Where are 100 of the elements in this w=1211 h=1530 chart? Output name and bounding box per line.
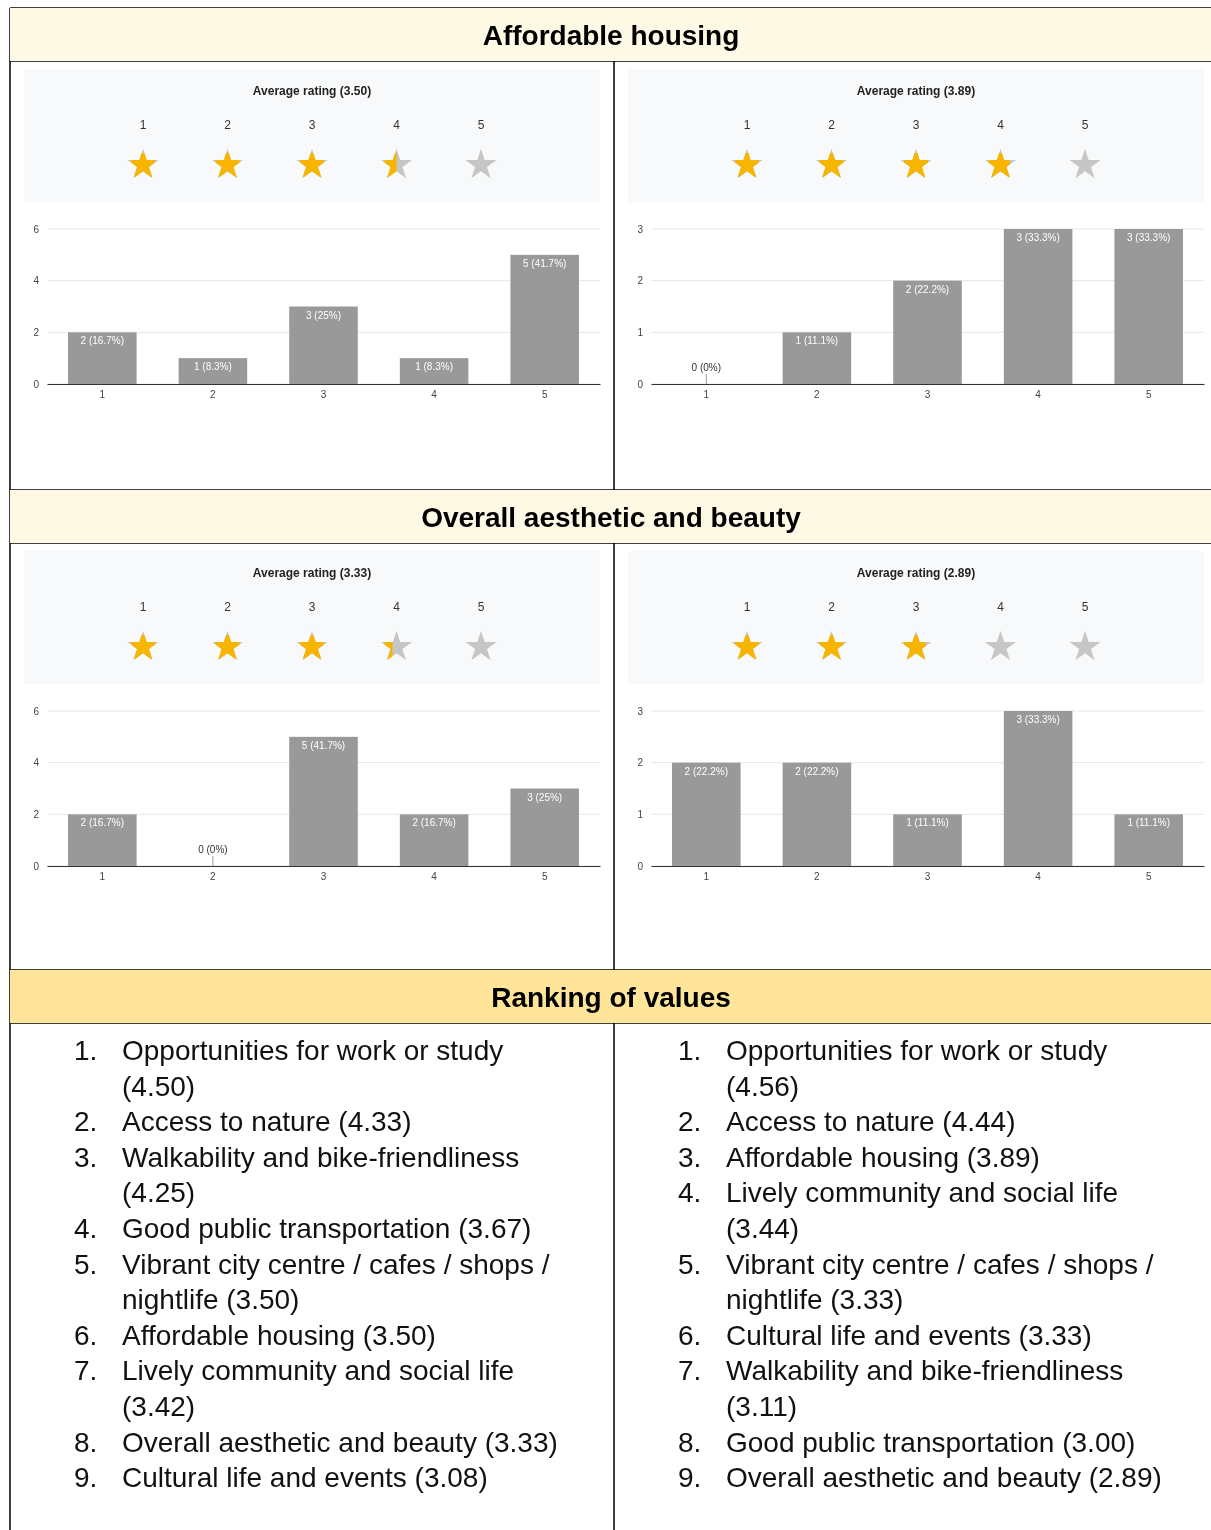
category-label: 4 — [997, 600, 1004, 614]
y-tick-label: 0 — [637, 860, 644, 872]
x-tick-label: 3 — [924, 389, 931, 401]
y-tick-label: 2 — [637, 275, 644, 287]
text: 3. Walkability and bike-friendliness (4.25) — [74, 1141, 520, 1209]
category-label: 5 — [477, 600, 485, 614]
bar — [1003, 711, 1073, 866]
category-label: 4 — [997, 118, 1004, 132]
x-tick-label: 2 — [210, 389, 217, 401]
y-tick-label: 4 — [33, 275, 40, 287]
category-label: 2 — [224, 118, 231, 132]
bar — [1003, 229, 1073, 384]
bar — [893, 280, 962, 384]
y-tick-label: 4 — [33, 757, 40, 769]
y-tick-label: 6 — [33, 705, 40, 717]
text: Ranking of values — [491, 982, 731, 1013]
text: 6. Affordable housing (3.50) — [74, 1319, 436, 1351]
bar — [672, 762, 741, 866]
y-tick-label: 1 — [637, 327, 644, 339]
chart-title: Average rating (3.50) — [252, 84, 372, 98]
data-label: 0 (0%) — [691, 362, 722, 373]
x-tick-label: 5 — [541, 871, 548, 883]
data-label: 2 (16.7%) — [412, 817, 456, 829]
x-tick-label: 2 — [210, 871, 217, 883]
x-tick-label: 4 — [1035, 871, 1042, 883]
y-tick-label: 0 — [33, 860, 40, 872]
category-label: 2 — [224, 600, 231, 614]
text: 7. Walkability and bike-friendliness (3.11) — [678, 1355, 1124, 1422]
category-label: 4 — [393, 118, 400, 132]
x-tick-label: 5 — [1145, 389, 1152, 401]
x-tick-label: 4 — [431, 389, 438, 401]
category-label: 1 — [743, 600, 751, 614]
data-label: 2 (22.2%) — [905, 283, 950, 295]
data-label: 3 (33.3%) — [1016, 714, 1060, 725]
x-tick-label: 5 — [541, 389, 548, 401]
text: 9. Cultural life and events (3.08) — [74, 1462, 488, 1494]
chart-title: Average rating (2.89) — [856, 566, 976, 580]
bar — [893, 814, 962, 866]
x-tick-label: 3 — [320, 389, 327, 401]
y-tick-label: 2 — [33, 809, 40, 821]
category-label: 5 — [1081, 600, 1089, 614]
text: 4. Lively community and social life (3.44) — [678, 1177, 1119, 1244]
category-label: 1 — [139, 600, 147, 614]
x-tick-label: 2 — [814, 389, 821, 401]
text: 6. Cultural life and events (3.33) — [678, 1319, 1092, 1351]
x-tick-label: 5 — [1145, 871, 1152, 883]
x-tick-label: 3 — [320, 871, 327, 883]
data-label: 1 (8.3%) — [194, 361, 232, 373]
data-label: 1 (11.1%) — [1127, 817, 1171, 829]
data-label: 5 (41.7%) — [301, 739, 346, 751]
data-label: 2 (16.7%) — [80, 817, 124, 829]
data-label: 3 (25%) — [305, 309, 342, 321]
text: 1. Opportunities for work or study (4.56) — [678, 1035, 1108, 1102]
category-label: 2 — [828, 118, 835, 132]
text: 4. Good public transportation (3.67) — [74, 1213, 532, 1244]
text: 1. Opportunities for work or study (4.50) — [74, 1035, 504, 1102]
x-tick-label: 2 — [814, 871, 821, 883]
data-label: 1 (11.1%) — [906, 817, 949, 829]
text: Overall aesthetic and beauty — [421, 502, 802, 533]
data-label: 1 (11.1%) — [795, 335, 839, 347]
category-label: 3 — [912, 600, 920, 614]
category-label: 5 — [1081, 118, 1089, 132]
text: 7. Lively community and social life (3.42) — [74, 1355, 515, 1422]
x-tick-label: 1 — [703, 871, 710, 883]
category-label: 5 — [477, 118, 485, 132]
x-tick-label: 4 — [1035, 389, 1042, 401]
y-tick-label: 0 — [33, 378, 40, 390]
text: Affordable housing — [482, 20, 740, 51]
y-tick-label: 2 — [637, 757, 644, 769]
y-tick-label: 3 — [637, 223, 644, 235]
data-label: 3 (33.3%) — [1016, 232, 1060, 243]
bar — [1114, 229, 1183, 384]
data-label: 2 (22.2%) — [795, 765, 839, 777]
text: 8. Overall aesthetic and beauty (3.33) — [74, 1426, 558, 1458]
x-tick-label: 1 — [99, 871, 106, 883]
category-label: 3 — [308, 600, 316, 614]
data-label: 2 (16.7%) — [80, 335, 124, 347]
bar — [782, 332, 852, 384]
x-tick-label: 3 — [924, 871, 931, 883]
text: 9. Overall aesthetic and beauty (2.89) — [678, 1462, 1162, 1494]
text: 3. Affordable housing (3.89) — [678, 1141, 1040, 1173]
x-tick-label: 1 — [99, 389, 106, 401]
category-label: 4 — [393, 600, 400, 614]
bar — [782, 762, 852, 866]
y-tick-label: 2 — [33, 327, 40, 339]
y-tick-label: 1 — [637, 809, 644, 821]
bar — [1114, 814, 1183, 866]
category-label: 3 — [912, 118, 920, 132]
y-tick-label: 3 — [637, 705, 644, 717]
text: 5. Vibrant city centre / cafes / shops / nightlife (3.33) — [678, 1248, 1154, 1316]
x-tick-label: 1 — [703, 389, 710, 401]
x-tick-label: 4 — [431, 871, 438, 883]
text: 2. Access to nature (4.44) — [678, 1106, 1016, 1138]
data-label: 5 (41.7%) — [523, 257, 567, 269]
category-label: 2 — [828, 600, 835, 614]
text: 2. Access to nature (4.33) — [74, 1106, 412, 1138]
text: 8. Good public transportation (3.00) — [678, 1426, 1136, 1458]
category-label: 1 — [139, 118, 147, 132]
data-label: 0 (0%) — [198, 844, 228, 855]
text: 5. Vibrant city centre / cafes / shops / nightlife (3.50) — [74, 1248, 550, 1316]
